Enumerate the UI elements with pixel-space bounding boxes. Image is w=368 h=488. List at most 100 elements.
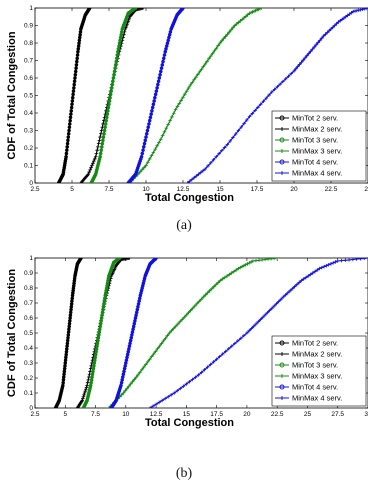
data-point	[355, 8, 359, 13]
data-point	[151, 102, 156, 107]
data-point	[103, 122, 108, 126]
data-point	[69, 112, 73, 116]
data-point	[72, 79, 77, 84]
data-point	[116, 47, 121, 51]
data-point	[109, 86, 114, 90]
data-point	[165, 333, 170, 338]
data-point	[331, 261, 335, 265]
data-point	[193, 304, 197, 308]
x-tick-label: 12.5	[177, 186, 190, 193]
data-point	[289, 71, 294, 76]
data-point	[108, 92, 113, 97]
data-point	[210, 51, 215, 56]
data-point	[209, 286, 214, 291]
data-point	[336, 20, 341, 24]
data-point	[211, 158, 216, 162]
caption-b: (b)	[175, 466, 193, 481]
data-point	[320, 265, 324, 270]
data-point	[247, 261, 252, 265]
data-point	[71, 89, 76, 93]
data-point	[275, 84, 280, 89]
legend-label: MinMax 4 serv.	[292, 394, 342, 403]
data-point	[171, 111, 176, 116]
legend-label: MinTot 3 serv.	[292, 361, 338, 370]
data-point	[349, 11, 354, 15]
data-point	[169, 393, 174, 397]
data-point	[194, 75, 198, 79]
data-point	[319, 36, 324, 40]
data-point	[149, 112, 153, 116]
data-point	[362, 8, 367, 11]
data-point	[267, 93, 271, 97]
data-point	[142, 165, 146, 170]
data-point	[238, 19, 243, 23]
data-point	[236, 128, 241, 133]
data-point	[251, 324, 256, 329]
data-point	[240, 17, 244, 22]
data-point	[117, 41, 122, 46]
y-tick-label: 0.9	[24, 23, 33, 30]
data-point	[142, 141, 147, 146]
y-tick-label: 0.5	[24, 330, 33, 337]
data-point	[139, 154, 144, 159]
data-point	[144, 163, 148, 168]
data-point	[105, 112, 110, 116]
data-point	[175, 104, 180, 109]
data-point	[111, 79, 115, 84]
legend-marker	[280, 396, 284, 400]
data-point	[112, 69, 117, 74]
data-point	[183, 92, 187, 96]
data-point	[312, 45, 317, 49]
data-point	[103, 125, 107, 130]
data-point	[194, 174, 199, 178]
data-point	[225, 32, 230, 37]
y-tick-label: 0	[29, 180, 33, 187]
data-point	[199, 297, 203, 302]
data-point	[144, 135, 148, 139]
data-point	[71, 92, 75, 97]
data-point	[146, 125, 151, 130]
data-point	[214, 46, 219, 51]
data-point	[184, 313, 189, 317]
data-point	[109, 89, 114, 93]
data-point	[351, 9, 355, 14]
data-point	[285, 291, 290, 295]
data-point	[88, 168, 92, 172]
data-point	[310, 47, 315, 51]
data-point	[318, 38, 322, 43]
data-point	[229, 271, 234, 275]
data-point	[66, 138, 70, 143]
data-point	[86, 172, 91, 177]
data-point	[195, 301, 199, 306]
legend-marker	[279, 384, 285, 390]
data-point	[364, 8, 368, 11]
data-point	[254, 258, 258, 263]
data-point	[234, 22, 239, 26]
data-point	[170, 115, 174, 119]
data-point	[177, 101, 182, 106]
data-point	[108, 95, 112, 100]
data-point	[261, 99, 266, 103]
data-point	[358, 258, 363, 261]
chart-panel-a: 2.5 5 7.5 10 12.5 15 17.5 20 22.5 25 0 0.1 0.2 0.3 0.4…	[6, 5, 368, 204]
data-point	[161, 339, 166, 343]
data-point	[203, 167, 207, 171]
data-point	[358, 8, 363, 12]
data-point	[147, 122, 151, 126]
data-point	[187, 379, 192, 384]
data-point	[281, 295, 286, 299]
legend-marker	[279, 340, 285, 346]
data-point	[87, 170, 92, 174]
data-point	[90, 163, 94, 168]
data-point	[146, 160, 150, 165]
data-point	[245, 12, 250, 17]
data-point	[214, 282, 218, 287]
data-point	[163, 396, 167, 401]
data-point	[256, 319, 261, 324]
data-point	[353, 9, 357, 13]
data-point	[333, 260, 338, 264]
data-point	[113, 66, 117, 70]
data-point	[154, 89, 159, 93]
data-point	[329, 27, 333, 31]
data-point	[231, 25, 235, 30]
